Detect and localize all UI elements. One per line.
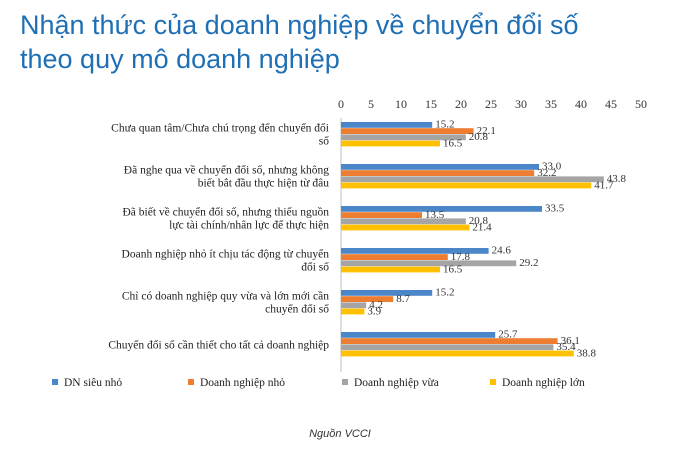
category-label: Chỉ có doanh nghiệp quy vừa và lớn mới c… [122,289,329,302]
bar [341,248,489,254]
data-label: 33.5 [545,203,565,215]
bar [341,164,539,170]
data-label: 25.7 [498,329,518,341]
category-label: Đã biết về chuyển đổi số, nhưng thiếu ng… [123,205,330,218]
data-label: 15.2 [435,287,454,299]
data-label: 15.2 [435,119,454,131]
bar [341,206,542,212]
data-label: 43.8 [607,173,627,185]
data-label: 17.8 [451,251,471,263]
data-label: 22.1 [477,125,496,137]
bar [341,302,367,309]
data-label: 35.4 [556,341,576,353]
data-label: 41.7 [594,179,614,191]
data-label: 3.9 [367,305,381,317]
page-title: Nhận thức của doanh nghiệp về chuyển đổi… [20,8,670,76]
data-label: 21.4 [472,221,492,233]
category-label: Doanh nghiệp nhỏ ít chịu tác động từ chu… [122,247,330,260]
data-label: 24.6 [492,245,512,257]
data-label: 29.2 [519,257,538,269]
category-label: đổi số [301,260,329,273]
bar [341,212,422,218]
data-label: 32.2 [537,167,556,179]
bar [341,338,558,344]
bar [341,134,466,141]
data-label: 13.5 [425,209,445,221]
category-label: biết bắt đầu thực hiện từ đâu [198,176,330,189]
legend-swatch [342,379,348,385]
x-tick-label: 0 [338,97,344,111]
bar [341,128,474,134]
data-label: 16.5 [443,263,463,275]
category-label: lực tài chính/nhân lực để thực hiện [169,218,329,231]
data-label: 16.5 [443,137,463,149]
legend-swatch [188,379,194,385]
bar [341,224,470,231]
data-label: 33.0 [542,161,562,173]
bar [341,182,592,189]
data-label: 20.8 [469,131,489,143]
bar [341,332,496,338]
bar [341,140,440,147]
data-label: 20.8 [469,215,489,227]
bar [341,218,466,225]
title-line-1: Nhận thức của doanh nghiệp về chuyển đổi… [20,10,579,40]
category-label: chuyển đổi số [265,302,329,315]
data-label: 36.1 [561,335,580,347]
x-tick-label: 40 [575,97,587,111]
legend-label: Doanh nghiệp nhỏ [200,377,285,389]
bar [341,308,365,315]
x-tick-label: 15 [425,97,437,111]
bar [341,260,517,267]
bar [341,296,394,302]
bar [341,266,440,273]
x-tick-label: 35 [545,97,557,111]
legend-label: Doanh nghiệp lớn [502,377,585,389]
legend-label: Doanh nghiệp vừa [354,377,439,389]
x-tick-label: 20 [455,97,467,111]
category-label: Đã nghe qua về chuyển đổi số, nhưng khôn… [124,163,329,176]
legend-swatch [490,379,496,385]
bar [341,122,433,128]
bar [341,344,554,351]
x-tick-label: 30 [515,97,527,111]
x-tick-label: 50 [635,97,647,111]
x-tick-label: 25 [485,97,497,111]
legend-swatch [52,379,58,385]
x-tick-label: 5 [368,97,374,111]
title-line-2: theo quy mô doanh nghiệp [20,44,340,74]
category-label: Chuyển đổi số cần thiết cho tất cả doanh… [108,338,329,351]
bar [341,176,604,183]
category-label: Chưa quan tâm/Chưa chú trọng đến chuyển … [111,121,329,134]
bar [341,254,448,260]
source-note: Nguồn VCCI [309,428,371,440]
data-label: 38.8 [577,347,597,359]
data-label: 8.7 [396,293,410,305]
data-label: 4.2 [369,299,383,311]
category-label: số [319,134,329,147]
legend-label: DN siêu nhỏ [64,377,122,389]
x-tick-label: 45 [605,97,617,111]
bar [341,170,535,176]
x-tick-label: 10 [395,97,407,111]
bar [341,350,574,357]
bar [341,290,433,296]
